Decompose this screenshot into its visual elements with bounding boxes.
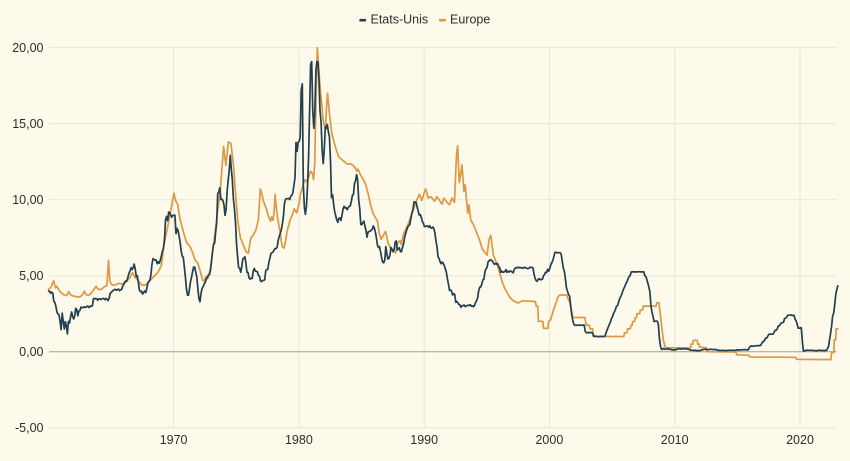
svg-text:20,00: 20,00 xyxy=(12,41,43,55)
svg-text:1970: 1970 xyxy=(160,433,188,447)
svg-text:2000: 2000 xyxy=(535,433,563,447)
svg-text:5,00: 5,00 xyxy=(19,269,43,283)
svg-text:Etats-Unis: Etats-Unis xyxy=(371,13,429,27)
svg-text:0,00: 0,00 xyxy=(19,345,43,359)
svg-text:2010: 2010 xyxy=(661,433,689,447)
svg-text:1990: 1990 xyxy=(410,433,438,447)
svg-text:2020: 2020 xyxy=(786,433,814,447)
svg-text:Europe: Europe xyxy=(450,13,490,27)
svg-text:1980: 1980 xyxy=(285,433,313,447)
svg-text:10,00: 10,00 xyxy=(12,193,43,207)
svg-text:-5,00: -5,00 xyxy=(15,421,44,435)
svg-text:15,00: 15,00 xyxy=(12,117,43,131)
